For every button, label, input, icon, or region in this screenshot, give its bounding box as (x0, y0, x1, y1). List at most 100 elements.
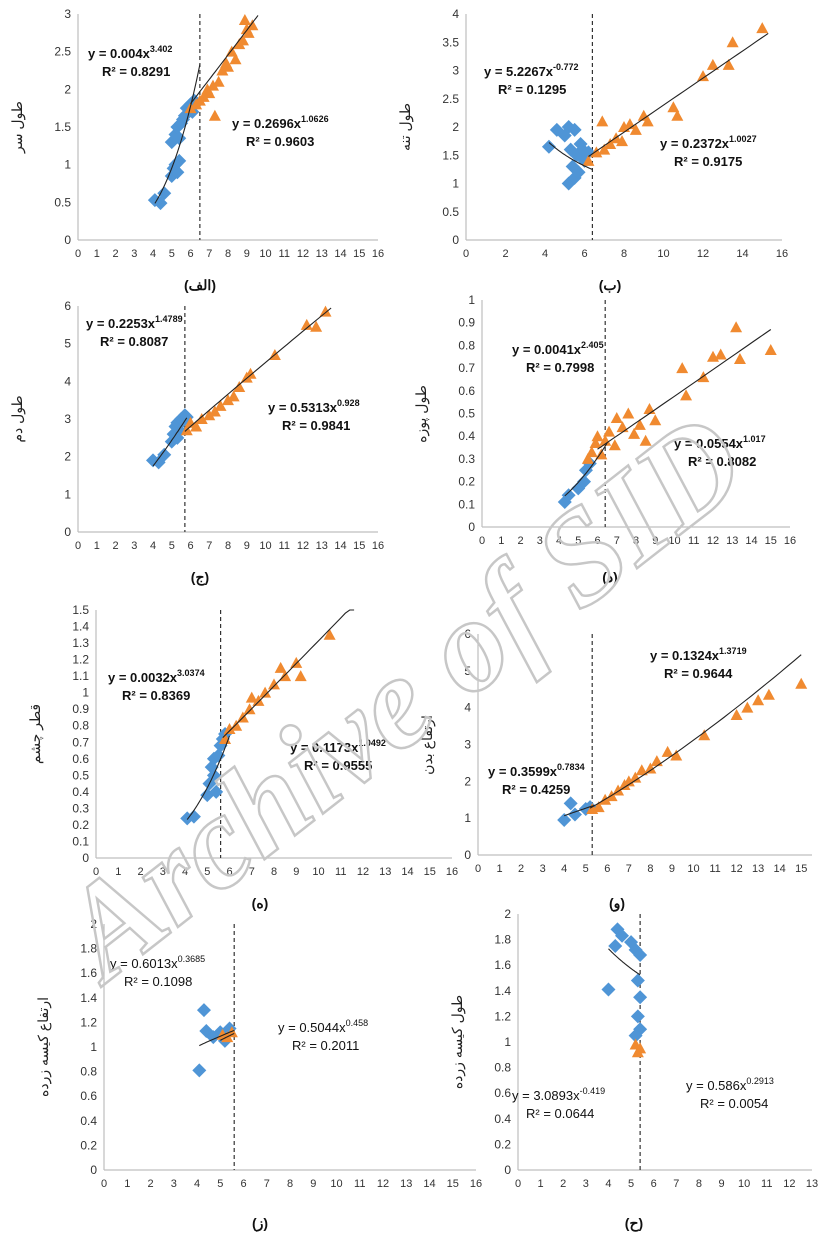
data-point-triangle (714, 348, 727, 360)
x-tick-label: 13 (316, 248, 328, 260)
data-point-triangle (622, 775, 635, 787)
x-tick-label: 8 (696, 1178, 702, 1190)
x-tick-label: 8 (271, 866, 277, 878)
y-tick-label: 0.6 (494, 1086, 511, 1100)
data-point-diamond (633, 990, 648, 1005)
x-tick-label: 1 (124, 1178, 130, 1190)
y-tick-label: 0.6 (72, 752, 89, 766)
y-tick-label: 0.9 (458, 316, 475, 330)
data-point-triangle (203, 409, 216, 421)
data-point-triangle (245, 691, 258, 703)
data-point-triangle (207, 79, 219, 91)
y-tick-label: 3 (64, 412, 71, 426)
x-tick-label: 3 (131, 540, 137, 552)
x-tick-label: 6 (187, 540, 193, 552)
y-tick-label: 3 (452, 64, 459, 78)
trendline (190, 15, 259, 105)
x-tick-label: 7 (249, 866, 255, 878)
data-point-triangle (733, 353, 746, 365)
r-squared-text: R² = 0.0644 (526, 1106, 594, 1121)
x-tick-label: 4 (605, 1178, 611, 1190)
y-axis-label: طول سر (9, 101, 26, 154)
data-point-triangle (633, 418, 646, 430)
data-point-triangle (274, 661, 287, 673)
r-squared-text: R² = 0.9644 (664, 666, 733, 681)
data-point-triangle (195, 413, 208, 424)
data-point-triangle (223, 723, 236, 735)
x-tick-label: 9 (293, 866, 299, 878)
y-tick-label: 1 (464, 811, 471, 825)
trendline (548, 142, 593, 171)
y-tick-label: 1 (504, 1035, 511, 1049)
x-tick-label: 12 (707, 535, 719, 547)
y-tick-label: 1.4 (72, 620, 89, 634)
data-point-triangle (190, 420, 203, 432)
trendline (222, 609, 355, 738)
x-tick-label: 10 (259, 540, 271, 552)
y-tick-label: 1 (90, 1040, 97, 1054)
data-point-diamond (211, 748, 226, 763)
data-point-diamond (630, 973, 645, 988)
x-tick-label: 11 (335, 866, 346, 878)
r-squared-text: R² = 0.8087 (100, 334, 168, 349)
data-point-triangle (599, 434, 612, 446)
x-tick-label: 10 (738, 1178, 750, 1190)
x-tick-label: 0 (93, 866, 99, 878)
y-tick-label: 1.1 (72, 669, 89, 683)
x-tick-label: 16 (446, 866, 458, 878)
y-tick-label: 0.6 (80, 1089, 97, 1103)
x-tick-label: 14 (334, 540, 346, 552)
data-point-triangle (229, 53, 242, 65)
x-tick-label: 6 (581, 248, 587, 260)
x-tick-label: 4 (182, 866, 188, 878)
data-point-triangle (639, 434, 652, 446)
data-point-triangle (644, 762, 657, 774)
data-point-triangle (237, 34, 249, 46)
data-point-diamond (561, 488, 576, 503)
x-tick-label: 6 (226, 866, 232, 878)
data-point-triangle (238, 14, 251, 26)
x-tick-label: 4 (150, 540, 156, 552)
data-point-triangle (629, 771, 642, 783)
x-tick-label: 12 (297, 248, 309, 260)
data-point-triangle (591, 430, 604, 442)
y-axis-label: طول تنه (397, 103, 414, 151)
data-point-triangle (592, 801, 605, 813)
y-tick-label: 0.5 (72, 768, 89, 782)
x-tick-label: 10 (668, 535, 680, 547)
data-point-diamond (615, 928, 630, 943)
x-tick-label: 6 (240, 1178, 246, 1190)
data-point-triangle (259, 686, 272, 698)
y-tick-label: 4 (464, 701, 471, 715)
y-tick-label: 0.5 (442, 205, 459, 219)
x-tick-label: 4 (556, 535, 562, 547)
y-axis-label: طول دم (9, 395, 26, 442)
x-tick-label: 14 (774, 863, 786, 875)
data-point-triangle (616, 135, 629, 147)
x-tick-label: 16 (372, 248, 384, 260)
x-tick-label: 12 (783, 1178, 795, 1190)
data-point-triangle (730, 709, 743, 721)
y-tick-label: 0.8 (72, 719, 89, 733)
y-tick-label: 1.6 (80, 966, 97, 980)
data-point-diamond (192, 1063, 207, 1078)
x-tick-label: 10 (330, 1178, 342, 1190)
data-point-triangle (676, 362, 689, 374)
x-tick-label: 6 (187, 248, 193, 260)
trendline (597, 329, 772, 450)
x-tick-label: 9 (669, 863, 675, 875)
x-tick-label: 9 (718, 1178, 724, 1190)
x-tick-label: 11 (688, 535, 699, 547)
y-tick-label: 0.2 (80, 1138, 97, 1152)
x-tick-label: 12 (697, 248, 709, 260)
data-point-triangle (795, 677, 808, 689)
x-tick-label: 3 (537, 535, 543, 547)
x-tick-label: 14 (423, 1178, 435, 1190)
data-point-triangle (667, 101, 680, 113)
data-point-triangle (730, 321, 743, 333)
x-tick-label: 2 (147, 1178, 153, 1190)
trendline (220, 1032, 235, 1041)
x-tick-label: 16 (470, 1178, 482, 1190)
y-tick-label: 3 (464, 738, 471, 752)
data-point-diamond (567, 122, 582, 137)
